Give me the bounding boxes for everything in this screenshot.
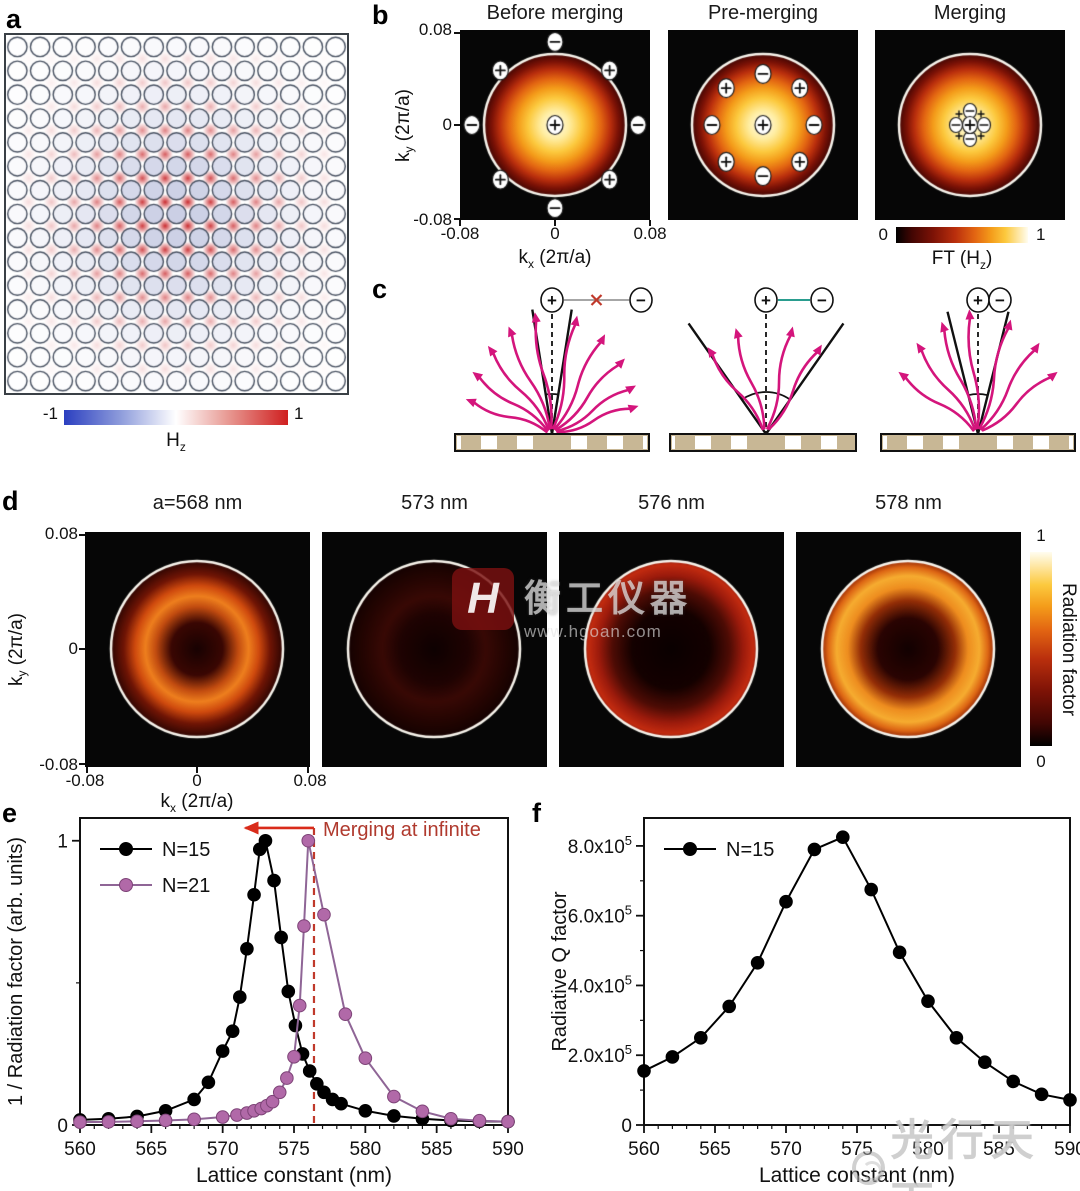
heatmap-title: 573 nm — [401, 492, 468, 514]
svg-text:0: 0 — [621, 1116, 632, 1137]
radiation-colorbar-title: Radiation factor — [1058, 582, 1079, 717]
panel-e-label: e — [2, 798, 18, 828]
radiation-map-578nm — [796, 532, 1021, 767]
svg-text:1 / Radiation factor (arb. uni: 1 / Radiation factor (arb. units) — [5, 837, 27, 1106]
hz-colorbar-max: 1 — [294, 404, 304, 423]
hz-colorbar-min: -1 — [42, 404, 58, 423]
b-xtick: -0.08 — [440, 224, 480, 243]
radiative-q-factor-chart: 560 565 570 575 580 585 590 0 2.0x105 4.0x105 6.0x… — [549, 817, 1080, 1187]
svg-text:6.0x105: 6.0x105 — [568, 903, 632, 928]
d-ytick: 0 — [68, 639, 78, 658]
d-yaxis-label: ky (2π/a) — [5, 613, 29, 686]
ft-colorbar — [896, 227, 1028, 243]
svg-text:−: − — [995, 291, 1005, 310]
d-xtick: 0 — [192, 771, 202, 790]
svg-text:565: 565 — [135, 1139, 167, 1160]
b-xtick: 0 — [550, 224, 560, 243]
svg-text:+: + — [547, 291, 557, 310]
d-xtick: 0.08 — [293, 771, 327, 790]
kspace-map-merging — [875, 30, 1065, 220]
svg-text:0: 0 — [57, 1116, 68, 1137]
heatmap-title: Merging — [933, 2, 1007, 24]
svg-text:585: 585 — [421, 1139, 453, 1160]
d-xtick: -0.08 — [65, 771, 105, 790]
hz-colorbar-title: Hz — [166, 430, 186, 454]
b-ytick: 0 — [442, 115, 452, 134]
svg-text:Lattice constant (nm): Lattice constant (nm) — [759, 1164, 955, 1187]
svg-text:Radiative Q factor: Radiative Q factor — [549, 891, 571, 1051]
heatmap-title: 578 nm — [875, 492, 942, 514]
b-xtick: 0.08 — [633, 224, 667, 243]
svg-text:570: 570 — [207, 1139, 239, 1160]
svg-text:N=15: N=15 — [726, 839, 774, 861]
radiation-map-573nm — [322, 532, 547, 767]
hz-colorbar — [64, 410, 288, 425]
d-ytick: 0.08 — [44, 524, 78, 543]
heatmap-title: Pre-merging — [707, 2, 819, 24]
panel-b-label: b — [372, 0, 389, 30]
b-xaxis-label: kx (2π/a) — [518, 247, 592, 271]
panel-f-label: f — [532, 798, 541, 828]
heatmap-title: a=568 nm — [152, 492, 243, 514]
svg-text:−: − — [817, 291, 827, 310]
kspace-map-pre-merging — [668, 30, 858, 220]
svg-text:+: + — [761, 291, 771, 310]
svg-text:590: 590 — [492, 1139, 524, 1160]
b-yaxis-label: ky (2π/a) — [392, 88, 416, 162]
svg-text:570: 570 — [770, 1139, 802, 1160]
kspace-map-before-merging — [460, 30, 650, 220]
svg-text:575: 575 — [278, 1139, 310, 1160]
panel-a-label: a — [6, 4, 22, 34]
svg-text:−: − — [636, 291, 646, 310]
heatmap-title: 576 nm — [638, 492, 705, 514]
radiation-colorbar-min: 0 — [1036, 752, 1046, 771]
svg-text:4.0x105: 4.0x105 — [568, 972, 632, 997]
radiation-map-576nm — [559, 532, 784, 767]
svg-text:590: 590 — [1054, 1139, 1080, 1160]
radiation-map-568nm — [85, 532, 310, 767]
svg-text:575: 575 — [841, 1139, 873, 1160]
radiation-diagram-merging: + − — [880, 287, 1076, 452]
svg-text:585: 585 — [983, 1139, 1015, 1160]
svg-text:Lattice constant (nm): Lattice constant (nm) — [196, 1164, 392, 1187]
svg-text:2.0x105: 2.0x105 — [568, 1042, 632, 1067]
ft-colorbar-max: 1 — [1036, 225, 1046, 244]
radiation-colorbar — [1030, 552, 1052, 746]
panel-c-label: c — [372, 274, 388, 304]
svg-text:565: 565 — [699, 1139, 731, 1160]
svg-text:8.0x105: 8.0x105 — [568, 833, 632, 858]
svg-text:560: 560 — [628, 1139, 660, 1160]
svg-text:580: 580 — [912, 1139, 944, 1160]
b-ytick: 0.08 — [418, 20, 452, 39]
svg-text:580: 580 — [349, 1139, 381, 1160]
radiation-diagram-pre-merging: + − — [669, 287, 857, 452]
radiation-colorbar-max: 1 — [1036, 526, 1046, 545]
inverse-radiation-factor-chart: 560 565 570 575 580 585 590 0 1 Lattice constant … — [5, 817, 524, 1187]
svg-text:560: 560 — [64, 1139, 96, 1160]
radiation-diagram-before-merging: + − — [454, 287, 653, 452]
heatmap-title: Before merging — [486, 2, 624, 24]
b-ytick: -0.08 — [413, 210, 452, 229]
svg-text:N=15: N=15 — [162, 839, 210, 861]
svg-text:1: 1 — [57, 832, 68, 853]
svg-text:+: + — [973, 291, 983, 310]
svg-text:Merging at infinite: Merging at infinite — [323, 819, 481, 841]
panel-d-label: d — [2, 486, 19, 516]
ft-colorbar-min: 0 — [878, 225, 888, 244]
ft-colorbar-title: FT (Hz) — [931, 248, 993, 272]
lattice-mode-field-map — [4, 33, 349, 395]
svg-text:N=21: N=21 — [162, 875, 210, 897]
d-ytick: -0.08 — [39, 755, 78, 774]
d-xaxis-label: kx (2π/a) — [160, 791, 234, 815]
